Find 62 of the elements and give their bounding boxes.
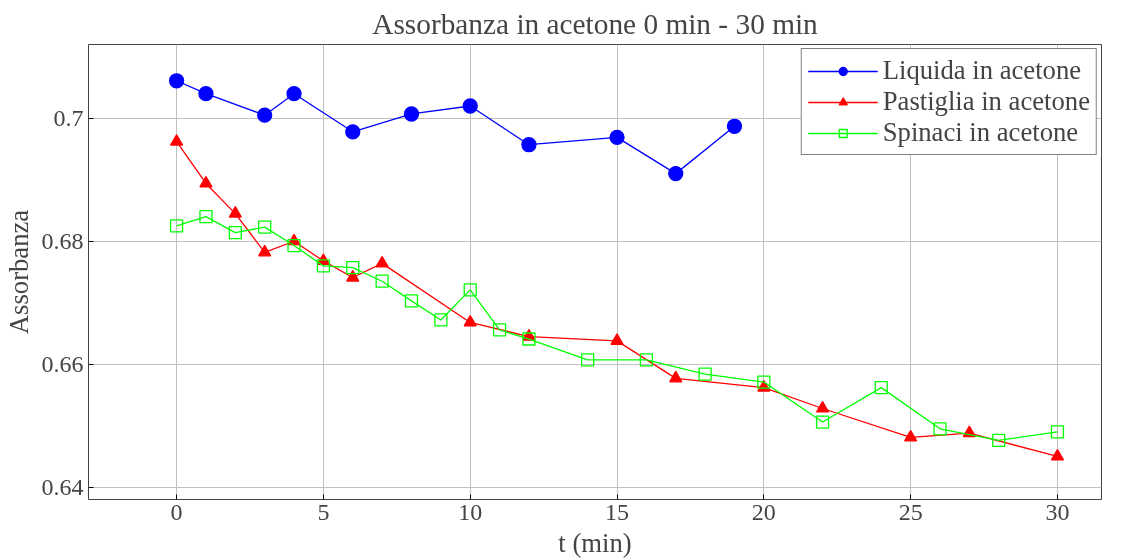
point	[609, 129, 625, 145]
point	[815, 415, 830, 429]
point	[521, 137, 537, 153]
chart-title: Assorbanza in acetone 0 min - 30 min	[372, 7, 819, 40]
x-tick-label: 5	[317, 498, 330, 525]
point	[434, 313, 448, 327]
point	[992, 433, 1006, 448]
point	[375, 274, 389, 288]
point	[581, 353, 595, 367]
y-axis-title: Assorbanza	[3, 209, 34, 335]
point	[198, 86, 214, 102]
point	[228, 226, 242, 240]
y-tick-label: 0.64	[41, 473, 84, 500]
point	[345, 124, 361, 140]
point	[316, 259, 331, 273]
point	[815, 400, 830, 413]
point	[375, 255, 389, 268]
point	[639, 353, 654, 367]
x-tick-label: 25	[898, 498, 923, 525]
point	[168, 73, 185, 89]
y-tick-label: 0.66	[41, 350, 84, 377]
point	[403, 106, 420, 122]
point	[169, 219, 184, 233]
point	[669, 370, 683, 383]
legend-label: Liquida in acetone	[882, 55, 1082, 86]
y-tick-label: 0.7	[53, 104, 84, 131]
point	[1050, 425, 1065, 439]
x-tick-label: 15	[605, 498, 630, 525]
point	[287, 238, 301, 253]
point	[610, 333, 624, 345]
x-axis-title: t (min)	[558, 527, 632, 558]
x-tick-label: 30	[1045, 498, 1070, 525]
point	[257, 107, 273, 123]
point	[698, 367, 712, 381]
point	[258, 220, 272, 234]
point	[668, 165, 684, 182]
point	[1050, 448, 1065, 461]
point	[199, 175, 213, 188]
point	[463, 314, 477, 327]
point	[228, 206, 242, 218]
point	[757, 375, 771, 389]
legend-label: Spinaci in acetone	[882, 117, 1079, 148]
point	[933, 422, 947, 436]
point	[346, 261, 360, 275]
point	[286, 86, 302, 102]
point	[169, 134, 184, 146]
point	[199, 210, 213, 224]
point	[492, 323, 507, 337]
point	[346, 269, 360, 282]
point	[462, 98, 478, 114]
y-tick-label: 0.68	[41, 227, 84, 254]
point	[903, 429, 918, 442]
x-tick-label: 20	[751, 498, 776, 525]
point	[258, 244, 272, 257]
point	[522, 332, 536, 346]
legend-label: Pastiglia in acetone	[882, 86, 1090, 117]
point	[404, 294, 419, 308]
x-tick-label: 0	[170, 498, 183, 525]
point	[463, 283, 477, 297]
point	[874, 380, 888, 395]
x-tick-label: 10	[458, 498, 483, 525]
point	[726, 118, 743, 134]
